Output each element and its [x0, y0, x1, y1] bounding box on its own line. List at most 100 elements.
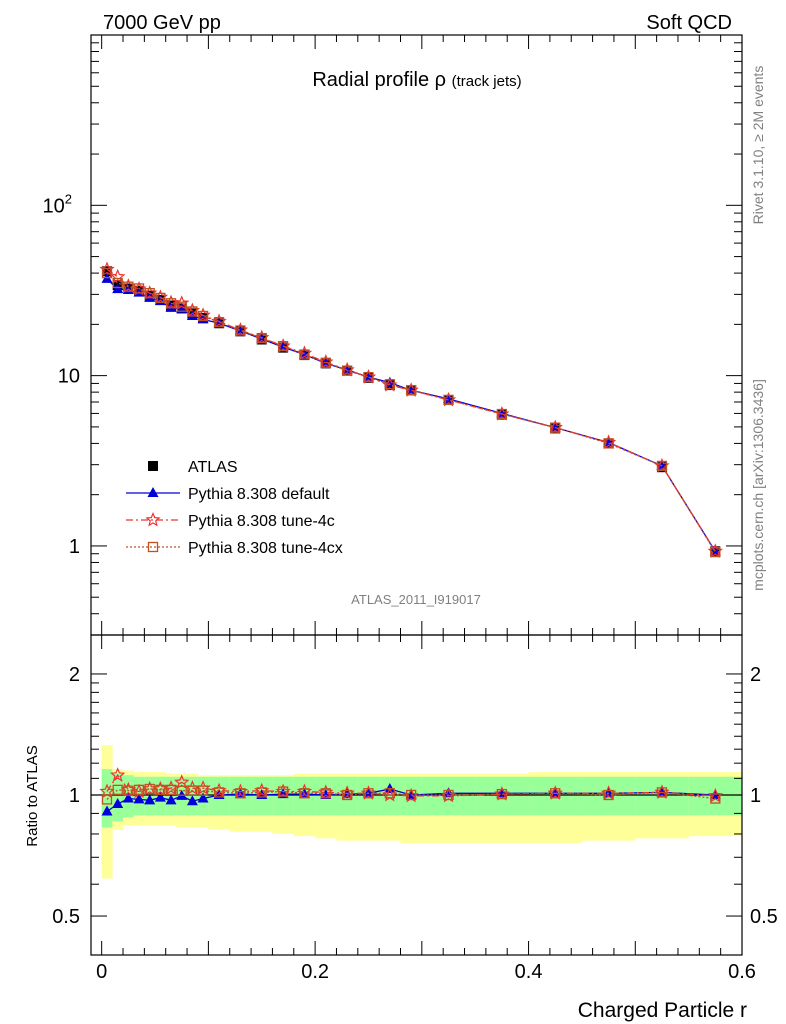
data-point-tune4cx: [155, 784, 166, 795]
ratio-y-tick-label-left: 1: [69, 785, 80, 807]
data-point-tune4cx: [603, 438, 614, 449]
legend-label-tune4cx: Pythia 8.308 tune-4cx: [188, 540, 343, 557]
data-point-tune4cx: [256, 787, 267, 798]
ratio-y-tick-label-left: 0.5: [52, 906, 80, 928]
main-y-tick-label: 102: [43, 191, 72, 217]
data-point-tune4cx: [165, 784, 177, 795]
data-point-default: [165, 794, 177, 805]
legend-marker-atlas: [148, 461, 158, 471]
data-point-tune4cx: [197, 785, 209, 796]
data-point-default: [186, 795, 198, 806]
data-point-tune4cx: [277, 340, 289, 352]
ratio-y-tick-label-left: 2: [69, 664, 80, 686]
data-point-tune4cx: [496, 408, 508, 420]
data-point-tune4cx: [550, 422, 561, 433]
series-line-tune4cx: [106, 788, 716, 800]
data-point-tune4cx: [363, 788, 374, 799]
ratio-y-tick-label-right: 2: [750, 664, 761, 686]
x-axis-label: Charged Particle r: [578, 999, 747, 1022]
source-label: mcplots.cern.ch [arXiv:1306.3436]: [750, 379, 766, 591]
data-point-tune4cx: [197, 310, 209, 322]
data-point-tune4cx: [144, 287, 155, 299]
data-point-default: [176, 302, 188, 313]
rivet-version-label: Rivet 3.1.10, ≥ 2M events: [750, 66, 766, 225]
data-point-default: [197, 792, 209, 803]
x-tick-label: 0.6: [728, 961, 756, 983]
x-tick-label: 0.2: [301, 961, 329, 983]
data-point-tune4c: [174, 295, 190, 310]
series-line-tune4cx: [106, 272, 716, 553]
data-point-tune4cx: [320, 788, 331, 799]
data-point-tune4cx: [320, 357, 331, 368]
chart-title: Radial profile ρ (track jets): [312, 69, 521, 91]
data-point-tune4c: [110, 767, 126, 782]
data-point-default: [144, 794, 156, 805]
data-point-tune4cx: [235, 788, 246, 799]
data-point-tune4cx: [710, 546, 721, 558]
data-point-tune4cx: [187, 785, 198, 796]
data-point-tune4cx: [133, 784, 145, 795]
x-tick-label: 0.4: [515, 961, 543, 983]
band-inner-bin: [112, 773, 124, 822]
legend: ATLAS Pythia 8.308 default Pythia 8.308 tu…: [126, 459, 343, 557]
ratio-plot-series: [99, 767, 723, 816]
main-plot-series: [99, 261, 723, 558]
header-right-label: Soft QCD: [646, 12, 732, 34]
data-point-default: [154, 791, 166, 802]
data-point-tune4cx: [443, 394, 454, 406]
data-point-default: [122, 792, 134, 803]
data-point-tune4c: [174, 774, 190, 789]
data-point-tune4cx: [176, 301, 187, 312]
data-point-tune4cx: [656, 460, 668, 472]
data-point-tune4cx: [112, 784, 123, 795]
ratio-y-tick-label-right: 1: [750, 785, 761, 807]
data-point-default: [133, 793, 145, 804]
data-point-tune4cx: [406, 789, 417, 801]
data-point-tune4cx: [384, 788, 395, 799]
data-point-tune4cx: [187, 306, 198, 317]
data-point-tune4cx: [550, 788, 561, 799]
legend-marker-tune4c: [145, 511, 161, 527]
data-point-tune4cx: [176, 785, 187, 796]
data-point-default: [112, 283, 124, 294]
data-point-tune4cx: [123, 281, 134, 292]
data-point-atlas: [102, 266, 113, 277]
data-point-tune4cx: [384, 379, 395, 390]
legend-label-tune4c: Pythia 8.308 tune-4c: [188, 513, 335, 530]
data-point-tune4cx: [165, 298, 177, 309]
data-point-tune4cx: [277, 786, 289, 797]
data-point-tune4cx: [101, 794, 113, 805]
data-point-tune4cx: [213, 787, 225, 798]
ratio-uncertainty-bands: [91, 745, 743, 879]
band-inner-bin: [379, 776, 401, 816]
legend-label-default: Pythia 8.308 default: [188, 486, 330, 503]
data-point-tune4c: [99, 261, 115, 277]
analysis-id-label: ATLAS_2011_I919017: [351, 592, 481, 607]
data-point-tune4cx: [341, 365, 353, 376]
ratio-y-tick-label-right: 0.5: [750, 906, 778, 928]
data-point-tune4cx: [443, 789, 454, 801]
data-point-tune4cx: [299, 788, 310, 799]
legend-label-atlas: ATLAS: [188, 459, 238, 476]
data-point-tune4cx: [710, 793, 721, 804]
data-point-tune4cx: [112, 277, 123, 289]
data-point-tune4cx: [155, 292, 166, 304]
data-point-tune4cx: [603, 789, 614, 801]
band-inner-bin: [101, 769, 113, 828]
data-point-default: [165, 301, 177, 312]
data-point-tune4cx: [299, 349, 310, 360]
data-point-tune4c: [110, 268, 126, 284]
axes-ticks: 1 10 102 0.5 0.5 1 1 2 2 0 0.2 0.4 0.6: [43, 34, 778, 983]
data-point-tune4cx: [101, 267, 113, 279]
data-point-tune4cx: [235, 325, 246, 336]
main-y-tick-label: 1: [69, 536, 80, 558]
data-point-tune4cx: [496, 788, 508, 800]
data-point-tune4cx: [406, 385, 417, 396]
main-y-tick-label: 10: [58, 366, 80, 388]
x-tick-label: 0: [96, 961, 107, 983]
header-left-label: 7000 GeV pp: [103, 12, 221, 34]
data-point-default: [144, 291, 156, 302]
data-point-default: [186, 309, 198, 320]
ratio-plot-frame: [90, 634, 743, 956]
